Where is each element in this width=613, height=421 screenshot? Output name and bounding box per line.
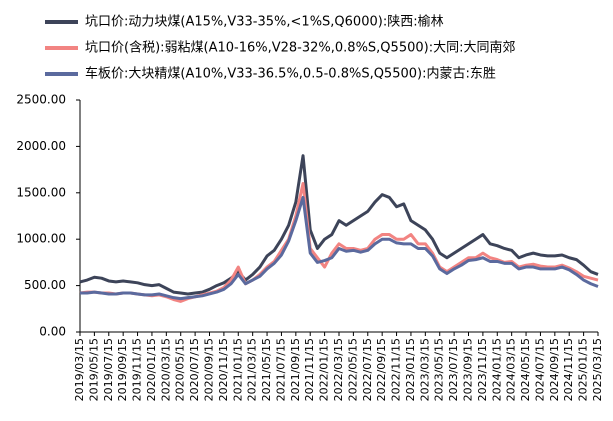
- y-tick-label: 1000.00: [16, 232, 66, 246]
- series-line: [79, 154, 599, 296]
- y-tick-label: 2000.00: [16, 139, 66, 153]
- y-tick-label: 2500.00: [16, 93, 66, 107]
- y-tick-label: 1500.00: [16, 185, 66, 199]
- x-tick-label: 2023/05/15: [433, 338, 446, 401]
- x-tick-label: 2019/03/15: [73, 338, 86, 401]
- x-tick-label: 2024/07/15: [533, 338, 546, 401]
- x-tick-label: 2022/11/15: [390, 338, 403, 401]
- x-tick-label: 2023/01/15: [404, 338, 417, 401]
- x-tick-label: 2019/11/15: [131, 338, 144, 401]
- x-tick-label: 2019/05/15: [87, 338, 100, 401]
- x-tick-label: 2023/11/15: [476, 338, 489, 401]
- x-tick-label: 2024/11/15: [562, 338, 575, 401]
- x-tick-label: 2021/09/15: [289, 338, 302, 401]
- x-tick-label: 2021/11/15: [303, 338, 316, 401]
- x-tick-label: 2019/09/15: [116, 338, 129, 401]
- x-tick-label: 2024/09/15: [548, 338, 561, 401]
- x-tick-label: 2020/07/15: [188, 338, 201, 401]
- x-tick-label: 2021/07/15: [274, 338, 287, 401]
- x-tick-label: 2022/03/15: [332, 338, 345, 401]
- x-tick-label: 2020/05/15: [174, 338, 187, 401]
- x-tick-label: 2022/09/15: [375, 338, 388, 401]
- x-tick-label: 2025/01/15: [577, 338, 590, 401]
- x-tick-label: 2023/03/15: [418, 338, 431, 401]
- x-tick-label: 2025/03/15: [591, 338, 604, 401]
- x-tick-label: 2020/03/15: [159, 338, 172, 401]
- x-tick-label: 2020/09/15: [203, 338, 216, 401]
- legend-label: 车板价:大块精煤(A10%,V33-36.5%,0.5-0.8%S,Q5500)…: [85, 66, 496, 82]
- x-tick-label: 2022/05/15: [346, 338, 359, 401]
- x-tick-label: 2023/07/15: [447, 338, 460, 401]
- x-tick-label: 2021/03/15: [246, 338, 259, 401]
- x-tick-label: 2020/01/15: [145, 338, 158, 401]
- x-tick-label: 2022/07/15: [361, 338, 374, 401]
- x-tick-label: 2024/01/15: [490, 338, 503, 401]
- x-tick-label: 2023/09/15: [462, 338, 475, 401]
- x-tick-label: 2021/01/15: [231, 338, 244, 401]
- series-line: [80, 195, 599, 301]
- x-tick-label: 2024/03/15: [505, 338, 518, 401]
- x-tick-label: 2021/05/15: [260, 338, 273, 401]
- x-tick-label: 2022/01/15: [318, 338, 331, 401]
- x-tick-label: 2020/11/15: [217, 338, 230, 401]
- x-tick-label: 2019/07/15: [102, 338, 115, 401]
- legend-label: 坑口价(含税):弱粘煤(A10-16%,V28-32%,0.8%S,Q5500)…: [85, 40, 515, 56]
- legend-label: 坑口价:动力块煤(A15%,V33-35%,<1%S,Q6000):陕西:榆林: [85, 15, 444, 30]
- x-tick-label: 2024/05/15: [519, 338, 532, 401]
- y-tick-label: 0.00: [39, 325, 66, 339]
- y-tick-label: 500.00: [24, 278, 66, 292]
